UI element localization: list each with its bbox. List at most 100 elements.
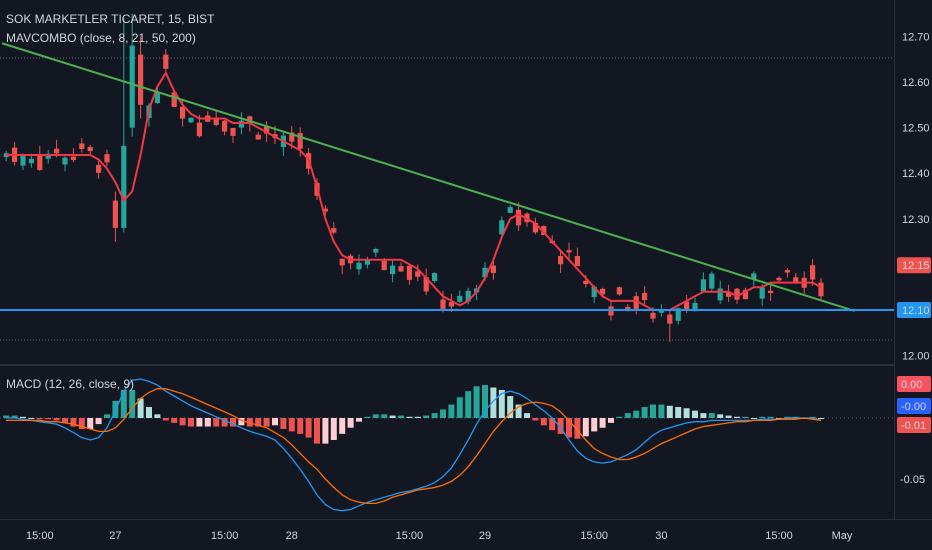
time-tick-label: 15:00 <box>396 530 424 542</box>
candle-body <box>448 302 454 307</box>
macd-histogram-bar <box>129 389 136 418</box>
candle-body <box>541 226 547 236</box>
macd-histogram-bar <box>95 418 102 425</box>
macd-histogram-bar <box>566 418 572 438</box>
macd-histogram-bar <box>36 418 43 420</box>
macd-badge <box>897 398 931 414</box>
macd-histogram-bar <box>137 398 144 418</box>
candle-body <box>591 286 597 298</box>
macd-histogram-bar <box>423 415 430 418</box>
macd-histogram-bar <box>482 385 488 418</box>
macd-histogram-bar <box>734 416 740 418</box>
candle-body <box>776 277 782 281</box>
candle-body <box>390 265 396 275</box>
candle-body <box>742 289 748 300</box>
candle-body <box>62 157 68 165</box>
candle-body <box>255 134 261 140</box>
ma-line <box>6 70 822 311</box>
candle-body <box>247 116 253 124</box>
macd-label[interactable]: MACD (12, 26, close, 9) <box>6 377 135 391</box>
macd-histogram-bar <box>498 389 505 418</box>
candle-body <box>700 279 706 292</box>
macd-histogram-bar <box>20 416 26 418</box>
candle-body <box>768 290 774 294</box>
candle-body <box>154 92 160 103</box>
macd-histogram-bar <box>171 418 178 423</box>
time-tick-label: 15:00 <box>211 530 239 542</box>
macd-histogram-bar <box>381 414 388 418</box>
trendline <box>1 42 855 312</box>
macd-histogram-bar <box>188 418 194 427</box>
macd-histogram-bar <box>599 418 606 428</box>
macd-histogram-bar <box>658 404 665 418</box>
macd-histogram-bar <box>616 416 623 418</box>
candle-body <box>616 287 622 295</box>
candle-body <box>684 301 690 311</box>
macd-histogram-bar <box>339 418 346 434</box>
candle-body <box>675 308 681 321</box>
price-badge <box>897 257 931 274</box>
macd-histogram-bar <box>146 407 152 418</box>
macd-histogram-bar <box>431 413 438 418</box>
macd-histogram-bar <box>272 418 278 426</box>
candle-body <box>751 273 757 280</box>
macd-histogram-bar <box>683 408 690 418</box>
price-axis-border <box>894 0 895 520</box>
candle-body <box>163 54 169 69</box>
macd-histogram-bar <box>582 418 589 437</box>
time-tick-label: 15:00 <box>26 530 54 542</box>
candle-body <box>222 120 228 132</box>
macd-histogram-bar <box>633 410 640 418</box>
macd-histogram-bar <box>45 418 52 420</box>
candle-body <box>20 154 26 166</box>
candle-body <box>112 200 118 228</box>
price-tick-label: 12.00 <box>902 351 930 363</box>
candle-body <box>373 249 379 253</box>
candle-body <box>423 277 429 292</box>
macd-histogram-bar <box>767 416 774 418</box>
macd-histogram-bar <box>28 418 35 419</box>
candle-body <box>465 290 471 302</box>
candle-body <box>583 280 589 284</box>
macd-line <box>6 378 822 512</box>
candle-body <box>717 288 723 301</box>
price-tick-label: 12.60 <box>902 77 930 89</box>
macd-histogram-bar <box>750 418 757 419</box>
macd-histogram-bar <box>213 418 220 427</box>
macd-histogram-bar <box>490 387 497 418</box>
macd-histogram-bar <box>356 418 362 422</box>
macd-badge-label: -0.00 <box>901 401 926 413</box>
candle-body <box>180 106 186 119</box>
macd-histogram-bar <box>196 418 203 427</box>
candle-body <box>633 296 639 310</box>
candle-body <box>692 302 698 312</box>
symbol-title: SOK MARKETLER TICARET, 15, BIST <box>6 12 215 26</box>
macd-histogram-bar <box>297 418 304 434</box>
macd-histogram-bar <box>154 414 161 418</box>
candle-body <box>171 92 177 107</box>
time-axis-border <box>0 519 932 520</box>
macd-histogram-bar <box>692 410 698 418</box>
macd-histogram-bar <box>305 418 312 438</box>
macd-histogram-bar <box>608 418 614 423</box>
candle-body <box>28 158 34 164</box>
candle-body <box>793 277 799 283</box>
macd-histogram-bar <box>666 405 673 418</box>
candle-body <box>213 118 219 125</box>
candle-body <box>322 208 328 212</box>
macd-histogram-bar <box>650 404 656 418</box>
macd-histogram-bar <box>708 413 715 418</box>
price-tick-label: 12.30 <box>902 214 930 226</box>
macd-histogram-bar <box>557 418 564 434</box>
price-badge-label: 12.15 <box>902 260 930 272</box>
indicator-label[interactable]: MAVCOMBO (close, 8, 21, 50, 200) <box>6 31 196 45</box>
candle-body <box>507 207 513 213</box>
macd-histogram-bar <box>104 414 110 418</box>
macd-histogram-bar <box>364 416 371 418</box>
macd-histogram-bar <box>414 416 421 418</box>
candle-body <box>784 269 790 273</box>
macd-histogram-bar <box>87 418 94 429</box>
macd-histogram-bar <box>230 418 236 427</box>
candle-body <box>297 133 303 149</box>
